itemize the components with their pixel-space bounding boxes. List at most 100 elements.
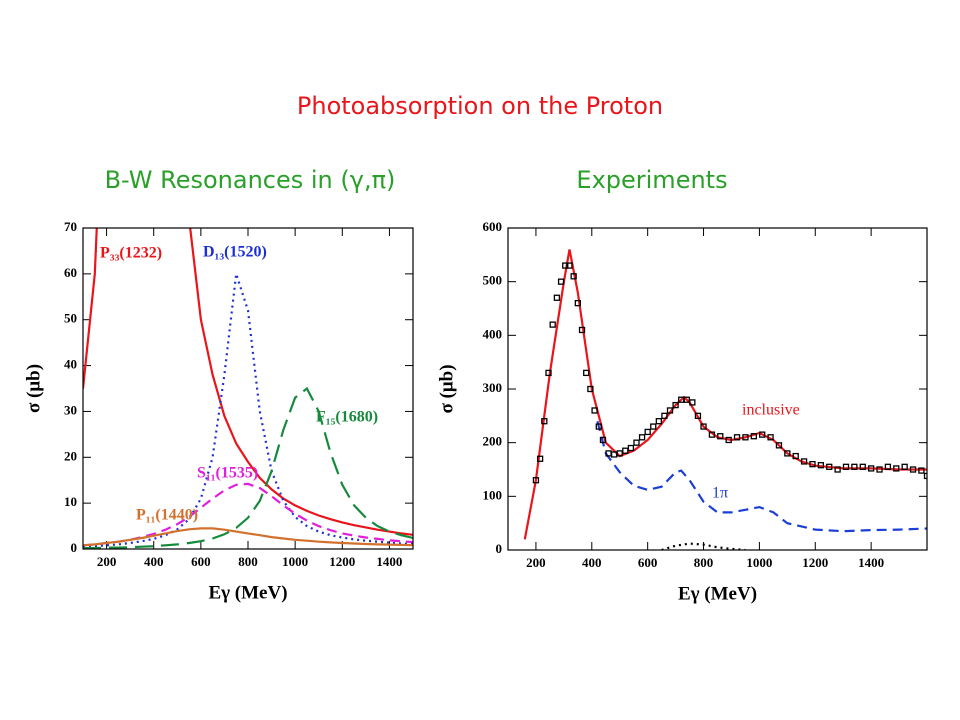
data-point <box>574 299 581 307</box>
y-tick-label: 500 <box>483 273 503 288</box>
y-tick-label: 100 <box>483 487 503 502</box>
data-point <box>700 423 707 430</box>
data-point <box>851 463 858 470</box>
x-tick-label: 800 <box>238 554 258 569</box>
data-point <box>694 412 702 419</box>
data-point <box>587 385 594 393</box>
data-point <box>893 465 900 472</box>
x-tick-label: 400 <box>144 554 164 569</box>
series-label: S₁₁(1535) <box>197 465 258 482</box>
data-point <box>826 463 833 470</box>
data-point <box>901 463 908 470</box>
data-point <box>923 472 927 480</box>
data-point <box>800 458 808 465</box>
data-point <box>545 369 552 377</box>
data-point <box>876 466 883 473</box>
plot-frame <box>82 227 414 550</box>
data-point <box>549 321 556 328</box>
data-point <box>578 326 586 334</box>
y-tick-label: 400 <box>483 326 503 341</box>
y-tick-label: 0 <box>71 540 78 555</box>
data-point <box>650 423 657 430</box>
data-point <box>867 465 875 472</box>
x-tick-label: 800 <box>694 555 714 570</box>
plot-frame <box>507 227 928 551</box>
series-label: F₁₅(1680) <box>316 409 378 426</box>
data-point <box>638 434 646 441</box>
y-tick-label: 70 <box>64 219 77 234</box>
x-tick-label: 200 <box>97 554 117 569</box>
y-axis-label: σ (μb) <box>436 364 457 413</box>
data-point <box>553 294 561 301</box>
y-tick-label: 40 <box>64 357 77 372</box>
data-point <box>627 444 635 452</box>
series-line <box>83 386 413 549</box>
series-line <box>83 527 413 547</box>
data-point <box>541 418 548 425</box>
x-tick-label: 600 <box>191 554 211 569</box>
data-point <box>834 466 841 473</box>
y-tick-label: 20 <box>64 448 77 463</box>
data-point <box>792 452 799 460</box>
plot <box>523 249 927 550</box>
data-point <box>591 407 598 414</box>
plot <box>83 228 413 549</box>
series-line <box>661 542 746 550</box>
y-tick-label: 600 <box>483 219 503 234</box>
data-point <box>725 436 732 444</box>
data-point <box>717 433 724 440</box>
x-tick-label: 1000 <box>746 555 772 570</box>
y-tick-label: 10 <box>64 494 77 509</box>
x-tick-label: 400 <box>582 555 602 570</box>
series-label: D₁₃(1520) <box>203 244 267 261</box>
data-point <box>633 439 640 446</box>
data-point <box>599 436 607 444</box>
x-tick-label: 1000 <box>282 554 308 569</box>
data-point <box>566 262 573 269</box>
x-tick-label: 1200 <box>329 554 355 569</box>
data-point <box>909 466 917 473</box>
series-line <box>596 420 927 533</box>
x-axis-label: Eγ (MeV) <box>208 582 287 603</box>
data-point <box>750 433 757 440</box>
data-point <box>583 369 590 377</box>
data-point <box>532 477 540 484</box>
x-tick-label: 200 <box>526 555 546 570</box>
y-tick-label: 300 <box>483 380 503 395</box>
series-label: P₃₃(1232) <box>100 245 162 262</box>
series-line <box>83 273 413 548</box>
x-tick-label: 1400 <box>858 555 884 570</box>
data-point <box>817 462 825 469</box>
y-tick-label: 60 <box>64 265 77 280</box>
y-tick-label: 200 <box>483 434 503 449</box>
chart-title: B-W Resonances in (γ,π) <box>105 166 396 194</box>
y-tick-label: 30 <box>64 402 77 417</box>
data-point <box>809 460 816 468</box>
series-line <box>83 228 413 536</box>
data-point <box>570 273 577 280</box>
data-point <box>595 423 602 430</box>
data-point <box>918 467 925 474</box>
data-point <box>666 407 674 414</box>
slide-title: Photoabsorption on the Proton <box>297 92 663 120</box>
data-point <box>775 442 783 449</box>
data-point <box>655 418 662 425</box>
data-point <box>759 431 766 438</box>
data-point <box>644 428 651 436</box>
x-tick-label: 1200 <box>802 555 828 570</box>
y-axis-label: σ (μb) <box>23 364 44 413</box>
data-point <box>842 463 850 470</box>
series-line <box>523 249 927 540</box>
data-point <box>689 399 696 406</box>
x-tick-label: 600 <box>638 555 658 570</box>
chart-title: Experiments <box>576 166 727 194</box>
data-point <box>884 463 892 470</box>
data-point <box>562 262 569 269</box>
data-point <box>661 412 668 419</box>
data-point <box>859 463 866 470</box>
data-point <box>672 401 679 409</box>
data-point <box>742 434 749 441</box>
data-point <box>733 434 741 441</box>
series-label: 1π <box>712 485 728 502</box>
